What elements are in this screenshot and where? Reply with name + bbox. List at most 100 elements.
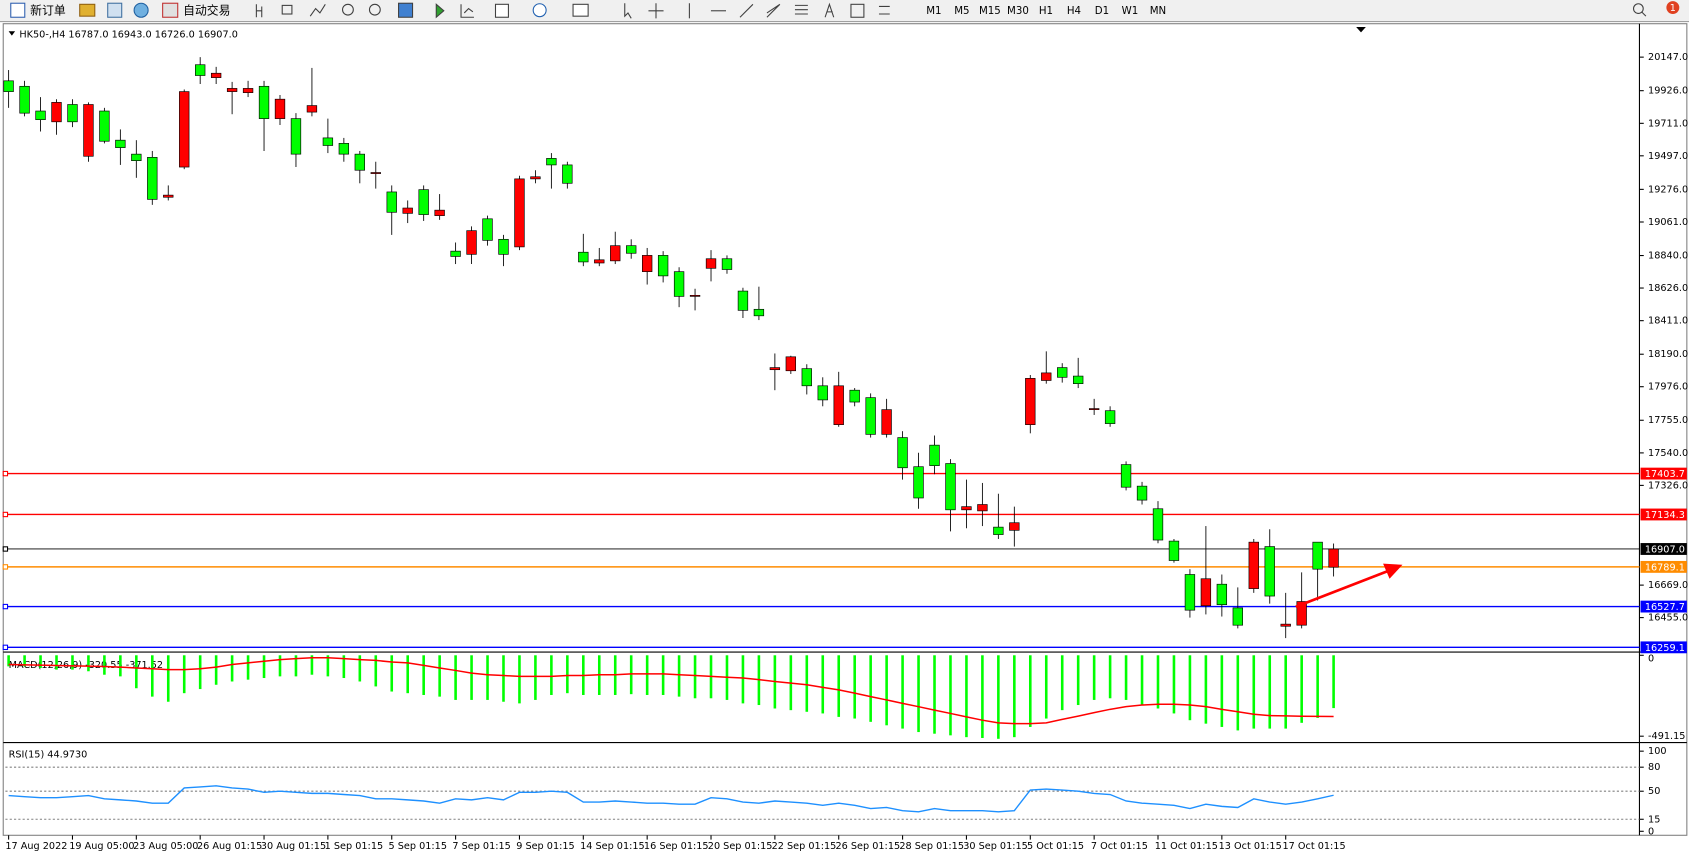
x-tick-label: 23 Aug 05:00 <box>133 841 198 852</box>
x-tick-label: 7 Oct 01:15 <box>1091 841 1148 852</box>
tool-icon[interactable] <box>766 3 781 18</box>
candle-body <box>131 153 142 161</box>
tool-icon[interactable] <box>572 3 589 17</box>
level-label-bg <box>1640 560 1687 573</box>
timeframe-button[interactable]: H4 <box>1067 6 1081 17</box>
tool-icon[interactable] <box>532 3 547 18</box>
tool-icon[interactable] <box>107 2 123 18</box>
macd-bar <box>438 655 441 697</box>
tool-icon[interactable] <box>624 3 632 19</box>
macd-bar <box>103 655 106 675</box>
candle-body <box>1328 548 1339 568</box>
candle-body <box>753 308 765 317</box>
tool-icon[interactable] <box>878 5 890 15</box>
y-tick-label: 80 <box>1648 762 1660 773</box>
candle-body <box>210 72 222 78</box>
candle-body <box>801 368 812 387</box>
notification-badge[interactable] <box>1666 1 1680 15</box>
x-tick-label: 16 Sep 01:15 <box>644 841 709 852</box>
candle-body <box>562 164 573 184</box>
timeframe-button[interactable]: H1 <box>1039 6 1053 17</box>
tool-icon[interactable] <box>342 3 354 16</box>
tool-icon[interactable] <box>79 3 96 17</box>
y-tick-label: 16455.0 <box>1648 613 1688 624</box>
x-tick-label: 17 Aug 2022 <box>5 841 67 852</box>
candle-body <box>817 385 828 401</box>
macd-bar <box>486 655 489 700</box>
level-label-bg <box>1640 508 1687 521</box>
candle-body <box>1041 372 1052 381</box>
macd-bar <box>1300 655 1303 723</box>
tool-icon[interactable] <box>309 4 326 17</box>
timeframe-button[interactable]: MN <box>1150 6 1166 17</box>
tool-icon[interactable] <box>648 3 664 19</box>
y-tick-label: 50 <box>1648 786 1660 797</box>
macd-bar <box>230 655 234 682</box>
candle-body <box>434 209 445 216</box>
candle-body <box>737 290 749 311</box>
macd-bar <box>1236 655 1240 731</box>
tool-icon[interactable] <box>133 2 149 18</box>
candle-body <box>466 230 477 255</box>
macd-bar <box>502 655 505 702</box>
auto-trading-button[interactable]: 自动交易 <box>183 3 230 17</box>
symbol-menu-arrow[interactable] <box>8 31 16 36</box>
macd-bar <box>135 655 138 689</box>
macd-bar <box>1188 655 1192 721</box>
x-tick-label: 20 Sep 01:15 <box>708 841 773 852</box>
new-order-icon[interactable] <box>10 2 26 18</box>
x-tick-label: 22 Sep 01:15 <box>772 841 837 852</box>
macd-bar <box>1076 655 1080 706</box>
candle-body <box>993 526 1004 535</box>
trend-arrow <box>1295 563 1403 609</box>
macd-bar <box>470 655 473 700</box>
macd-bar <box>310 655 314 675</box>
candle-body <box>450 250 461 257</box>
timeframe-button[interactable]: M5 <box>954 6 969 17</box>
candle-body <box>99 110 110 142</box>
timeframe-button[interactable]: M15 <box>979 6 1001 17</box>
x-tick-label: 17 Oct 01:15 <box>1282 841 1345 852</box>
new-order-button[interactable]: 新订单 <box>30 3 66 17</box>
tool-icon[interactable] <box>435 3 445 19</box>
tool-icon[interactable] <box>794 4 808 15</box>
candle-body <box>3 80 14 92</box>
candle-body <box>1312 541 1323 570</box>
candle-body <box>1136 485 1148 501</box>
tool-icon[interactable] <box>824 2 835 18</box>
timeframes: M1 M5 M15 M30 H1 H4 D1 W1 MN <box>926 6 1166 17</box>
level-handle <box>2 564 9 570</box>
macd-bar <box>1172 655 1176 714</box>
tool-icon[interactable] <box>255 4 263 18</box>
search-icon[interactable] <box>1641 11 1647 17</box>
candle-body <box>418 189 429 215</box>
tool-icon[interactable] <box>739 3 754 18</box>
candle-body <box>35 110 46 121</box>
macd-bar <box>1156 655 1160 709</box>
search-icon[interactable] <box>1632 3 1644 15</box>
level-handle <box>2 546 9 552</box>
tool-icon[interactable] <box>398 2 414 18</box>
timeframe-button[interactable]: M30 <box>1007 6 1029 17</box>
tool-icon[interactable] <box>281 4 293 15</box>
tool-icon[interactable] <box>460 4 474 18</box>
tool-icon[interactable] <box>850 3 865 18</box>
auto-trading-icon[interactable] <box>162 2 179 18</box>
candle-body <box>1057 367 1068 378</box>
timeframe-button[interactable]: M1 <box>926 6 941 17</box>
candle-body <box>402 207 413 214</box>
timeframe-button[interactable]: D1 <box>1095 6 1109 17</box>
timeframe-button[interactable]: W1 <box>1122 6 1139 17</box>
macd-bar <box>965 655 968 738</box>
candle-body <box>1073 375 1084 384</box>
macd-bar <box>1140 655 1144 706</box>
macd-bar <box>1268 655 1272 729</box>
macd-bar <box>741 655 745 704</box>
candle-body <box>274 98 286 119</box>
macd-bar <box>981 655 984 738</box>
candle-body <box>1152 508 1164 541</box>
tool-icon[interactable] <box>494 3 509 18</box>
macd-bar <box>853 655 856 719</box>
tool-icon[interactable] <box>368 3 381 16</box>
